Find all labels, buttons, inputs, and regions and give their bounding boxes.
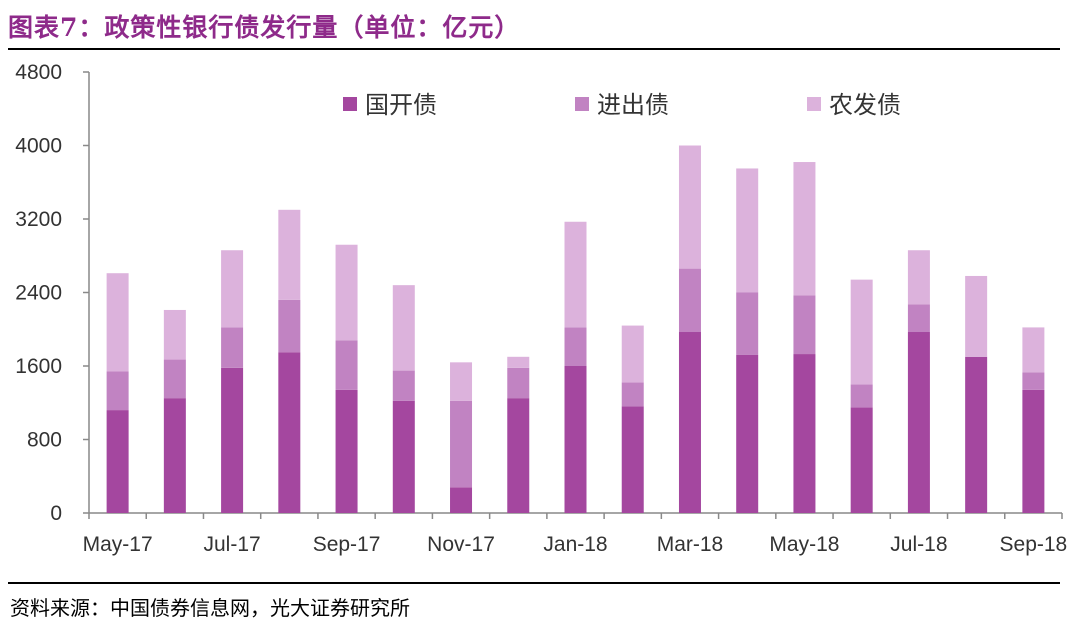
bar-segment xyxy=(850,279,873,385)
bar-segment xyxy=(163,309,186,360)
bar-segment xyxy=(507,356,530,368)
bar-segment xyxy=(850,384,873,408)
y-tick-label: 3200 xyxy=(15,208,62,231)
x-tick-label: May-18 xyxy=(769,533,839,556)
bar-segment xyxy=(106,371,129,411)
legend-swatch xyxy=(807,97,821,111)
bar-segment xyxy=(335,340,358,390)
bar-segment xyxy=(621,406,644,513)
bar-segment xyxy=(278,352,301,513)
bar-segment xyxy=(564,327,587,366)
bar-segment xyxy=(392,370,415,401)
bar-segment xyxy=(621,325,644,383)
x-tick-label: Jul-17 xyxy=(203,533,260,556)
bar-segment xyxy=(965,275,988,357)
bar-segment xyxy=(793,162,816,296)
bar-segment xyxy=(106,410,129,513)
source-divider xyxy=(8,582,1060,584)
legend-label: 进出债 xyxy=(597,91,669,119)
stacked-bar-chart: 0 800 1600 2400 3200 4000 4800 May-17 Jul-17 Sep… xyxy=(15,61,1068,556)
bar-segment xyxy=(907,332,930,513)
legend: 国开债 进出债 农发债 xyxy=(343,91,901,119)
x-tick-label: Mar-18 xyxy=(657,533,724,556)
bar-segment xyxy=(793,354,816,513)
bar-segment xyxy=(736,168,759,293)
bar-segment xyxy=(221,367,244,513)
legend-label: 国开债 xyxy=(365,91,437,119)
bar-segment xyxy=(907,250,930,305)
bar-segment xyxy=(678,145,701,269)
y-tick-label: 4000 xyxy=(15,135,62,158)
y-tick-label: 4800 xyxy=(15,61,62,84)
bar-segment xyxy=(106,273,129,372)
source-note: 资料来源：中国债券信息网，光大证券研究所 xyxy=(10,596,410,620)
y-tick-label: 2400 xyxy=(15,282,62,305)
bar-segment xyxy=(221,250,244,328)
x-tick-label: Sep-17 xyxy=(313,533,381,556)
bar-segment xyxy=(678,332,701,513)
bar-segment xyxy=(564,221,587,328)
bar-segment xyxy=(1022,389,1045,513)
y-tick-label: 1600 xyxy=(15,355,62,378)
x-tick-label: Sep-18 xyxy=(1000,533,1068,556)
bar-segment xyxy=(1022,372,1045,390)
bar-segment xyxy=(163,398,186,513)
bar-segment xyxy=(736,354,759,513)
x-tick-label: Nov-17 xyxy=(427,533,495,556)
bar-segment xyxy=(163,359,186,399)
title-divider xyxy=(8,48,1060,50)
bar-segment xyxy=(450,362,473,401)
bars xyxy=(106,145,1045,513)
bar-segment xyxy=(507,367,530,399)
x-tick-label: May-17 xyxy=(83,533,153,556)
y-axis: 0 800 1600 2400 3200 4000 4800 xyxy=(15,61,90,525)
bar-segment xyxy=(450,400,473,488)
bar-segment xyxy=(278,209,301,300)
bar-segment xyxy=(278,299,301,353)
page-title: 图表7：政策性银行债发行量（单位：亿元） xyxy=(8,13,521,42)
y-tick-label: 800 xyxy=(27,429,62,452)
bar-segment xyxy=(564,366,587,513)
y-tick-label: 0 xyxy=(50,502,62,525)
bar-segment xyxy=(507,398,530,513)
bar-segment xyxy=(392,400,415,513)
bar-segment xyxy=(335,244,358,341)
legend-label: 农发债 xyxy=(829,91,901,119)
bar-segment xyxy=(392,285,415,371)
legend-swatch xyxy=(575,97,589,111)
x-tick-label: Jan-18 xyxy=(543,533,607,556)
bar-segment xyxy=(736,292,759,355)
bar-segment xyxy=(907,304,930,333)
x-tick-label: Jul-18 xyxy=(890,533,947,556)
bar-segment xyxy=(450,487,473,513)
bar-segment xyxy=(678,268,701,333)
bar-segment xyxy=(965,356,988,513)
bar-segment xyxy=(793,295,816,355)
bar-segment xyxy=(221,327,244,368)
x-axis: May-17 Jul-17 Sep-17 Nov-17 Jan-18 Mar-18 May-… xyxy=(83,512,1068,556)
legend-swatch xyxy=(343,97,357,111)
bar-segment xyxy=(850,407,873,513)
bar-segment xyxy=(1022,327,1045,373)
bar-segment xyxy=(621,382,644,407)
bar-segment xyxy=(335,389,358,513)
